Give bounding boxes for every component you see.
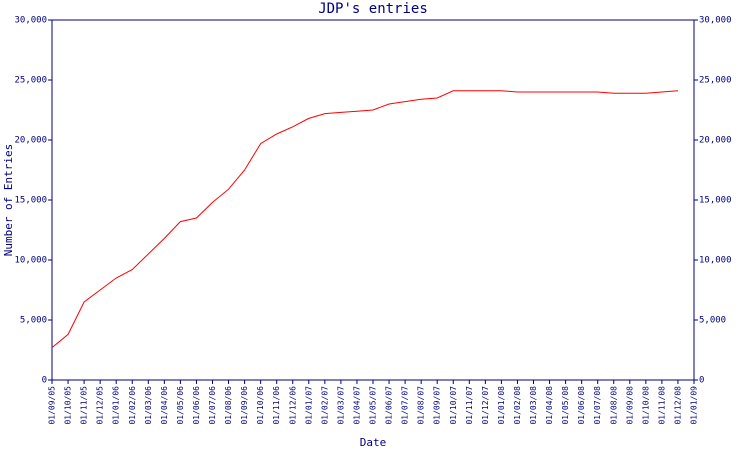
plot-frame (51, 19, 695, 381)
x-tick-label: 01/11/06 (272, 386, 281, 425)
x-tick-label: 01/03/08 (529, 386, 538, 425)
y-tick-label: 25,000 (14, 76, 47, 86)
x-tick-label: 01/07/06 (208, 386, 217, 425)
y-tick-label: 20,000 (14, 136, 47, 146)
x-tick-label: 01/03/07 (336, 386, 345, 425)
x-tick-label: 01/12/08 (673, 386, 682, 425)
x-tick-label: 01/06/07 (385, 386, 394, 425)
x-tick-label: 01/05/06 (176, 386, 185, 425)
chart-title: JDP's entries (318, 1, 428, 17)
x-tick-label: 01/01/09 (690, 386, 699, 425)
y-tick-label: 10,000 (14, 256, 47, 266)
x-tick-label: 01/12/07 (481, 386, 490, 425)
x-tick-label: 01/08/08 (609, 386, 618, 425)
x-tick-label: 01/09/08 (625, 386, 634, 425)
y-tick-label: 0 (42, 376, 47, 386)
y-tick-label: 30,000 (14, 16, 47, 26)
x-tick-label: 01/09/06 (240, 386, 249, 425)
x-tick-label: 01/04/07 (352, 386, 361, 425)
y-tick-label-right: 30,000 (699, 16, 732, 26)
x-tick-label: 01/10/06 (256, 386, 265, 425)
x-tick-label: 01/03/06 (144, 386, 153, 425)
y-tick-label: 15,000 (14, 196, 47, 206)
x-tick-label: 01/10/08 (641, 386, 650, 425)
x-tick-label: 01/02/07 (320, 386, 329, 425)
x-tick-label: 01/08/06 (224, 386, 233, 425)
x-tick-label: 01/04/06 (160, 386, 169, 425)
x-tick-label: 01/05/08 (561, 386, 570, 425)
x-tick-label: 01/01/07 (304, 386, 313, 425)
x-tick-label: 01/12/05 (96, 386, 105, 425)
x-tick-label: 01/02/06 (128, 386, 137, 425)
x-tick-label: 01/01/06 (112, 386, 121, 425)
x-tick-label: 01/10/05 (64, 386, 73, 425)
x-tick-label: 01/07/07 (401, 386, 410, 425)
x-tick-label: 01/06/08 (577, 386, 586, 425)
y-tick-label-right: 20,000 (699, 136, 732, 146)
x-tick-label: 01/01/08 (497, 386, 506, 425)
x-tick-label: 01/11/07 (465, 386, 474, 425)
x-tick-label: 01/09/07 (433, 386, 442, 425)
x-tick-label: 01/05/07 (369, 386, 378, 425)
y-tick-label-right: 15,000 (699, 196, 732, 206)
x-axis-label: Date (360, 436, 387, 449)
x-tick-label: 01/06/06 (192, 386, 201, 425)
y-tick-label-right: 25,000 (699, 76, 732, 86)
series-line (51, 90, 678, 348)
x-tick-label: 01/02/08 (513, 386, 522, 425)
y-tick-label-right: 5,000 (699, 316, 726, 326)
x-tick-label: 01/09/05 (48, 386, 57, 425)
x-tick-label: 01/04/08 (545, 386, 554, 425)
x-tick-label: 01/11/05 (80, 386, 89, 425)
x-tick-label: 01/12/06 (288, 386, 297, 425)
x-tick-label: 01/07/08 (593, 386, 602, 425)
y-tick-label-right: 10,000 (699, 256, 732, 266)
y-tick-label-right: 0 (699, 376, 704, 386)
y-axis-label: Number of Entries (2, 144, 15, 257)
y-tick-label: 5,000 (20, 316, 47, 326)
x-tick-label: 01/10/07 (449, 386, 458, 425)
x-tick-label: 01/11/08 (657, 386, 666, 425)
x-tick-label: 01/08/07 (417, 386, 426, 425)
